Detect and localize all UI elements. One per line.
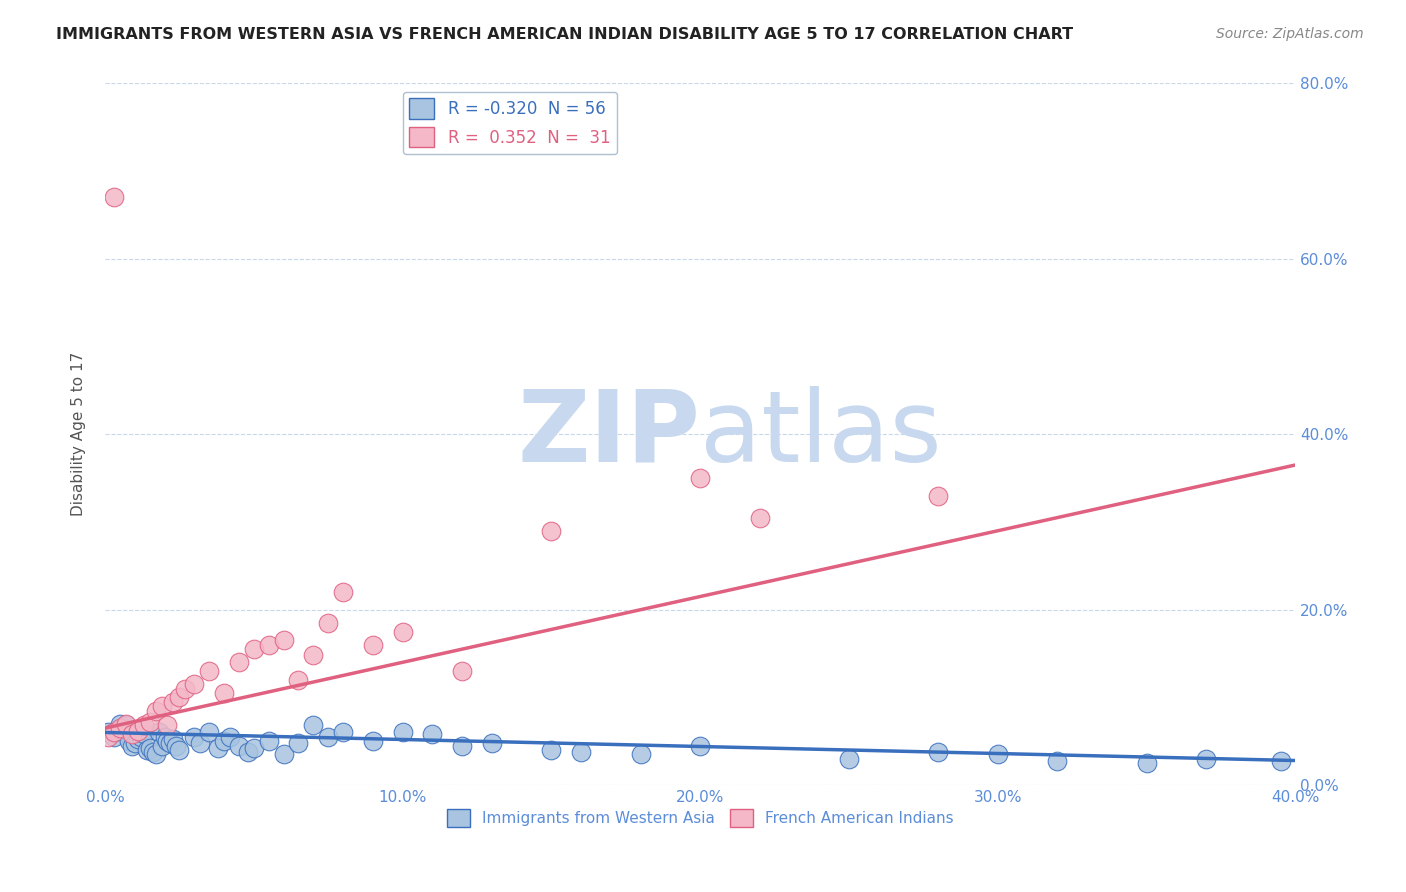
Point <box>103 725 125 739</box>
Point <box>302 718 325 732</box>
Point <box>103 190 125 204</box>
Point <box>118 734 141 748</box>
Point <box>391 725 413 739</box>
Point <box>153 730 176 744</box>
Point <box>287 673 309 687</box>
Point <box>162 695 184 709</box>
Point <box>121 739 143 753</box>
Point <box>114 718 136 732</box>
Point <box>927 489 949 503</box>
Point <box>361 734 384 748</box>
Point <box>105 723 128 738</box>
Point <box>174 681 197 696</box>
Point <box>927 745 949 759</box>
Point <box>1270 754 1292 768</box>
Point <box>183 677 205 691</box>
Point <box>142 745 165 759</box>
Point <box>188 736 211 750</box>
Point <box>162 732 184 747</box>
Point <box>689 471 711 485</box>
Text: atlas: atlas <box>700 385 942 483</box>
Point <box>569 745 592 759</box>
Point <box>156 718 179 732</box>
Point <box>114 716 136 731</box>
Point <box>165 739 187 753</box>
Point <box>1136 756 1159 771</box>
Text: ZIP: ZIP <box>517 385 700 483</box>
Point <box>207 741 229 756</box>
Point <box>540 524 562 538</box>
Point <box>243 642 266 657</box>
Point <box>212 734 235 748</box>
Point <box>236 745 259 759</box>
Point <box>127 732 149 747</box>
Y-axis label: Disability Age 5 to 17: Disability Age 5 to 17 <box>72 352 86 516</box>
Point <box>103 730 125 744</box>
Point <box>838 752 860 766</box>
Point <box>132 718 155 732</box>
Point <box>135 743 157 757</box>
Point <box>689 739 711 753</box>
Point <box>332 725 354 739</box>
Point <box>273 747 295 762</box>
Point <box>1046 754 1069 768</box>
Point <box>97 730 120 744</box>
Point <box>97 725 120 739</box>
Point <box>228 739 250 753</box>
Point <box>987 747 1010 762</box>
Point <box>129 730 152 744</box>
Point <box>219 730 242 744</box>
Point <box>257 638 280 652</box>
Point <box>540 743 562 757</box>
Point <box>150 699 173 714</box>
Point <box>451 664 474 678</box>
Point <box>111 721 134 735</box>
Point <box>121 727 143 741</box>
Point <box>391 624 413 639</box>
Point <box>132 727 155 741</box>
Point <box>332 585 354 599</box>
Text: IMMIGRANTS FROM WESTERN ASIA VS FRENCH AMERICAN INDIAN DISABILITY AGE 5 TO 17 CO: IMMIGRANTS FROM WESTERN ASIA VS FRENCH A… <box>56 27 1073 42</box>
Legend: Immigrants from Western Asia, French American Indians: Immigrants from Western Asia, French Ame… <box>440 803 960 834</box>
Point <box>183 730 205 744</box>
Point <box>138 714 160 729</box>
Point <box>243 741 266 756</box>
Point <box>481 736 503 750</box>
Point <box>287 736 309 750</box>
Point <box>198 664 221 678</box>
Point <box>156 734 179 748</box>
Point <box>273 633 295 648</box>
Point <box>138 741 160 756</box>
Text: Source: ZipAtlas.com: Source: ZipAtlas.com <box>1216 27 1364 41</box>
Point <box>212 686 235 700</box>
Point <box>361 638 384 652</box>
Point <box>1195 752 1218 766</box>
Point <box>100 727 122 741</box>
Point <box>451 739 474 753</box>
Point <box>169 690 191 705</box>
Point <box>145 704 167 718</box>
Point <box>228 655 250 669</box>
Point <box>145 747 167 762</box>
Point <box>422 727 444 741</box>
Point <box>150 739 173 753</box>
Point <box>169 743 191 757</box>
Point <box>108 716 131 731</box>
Point <box>108 721 131 735</box>
Point <box>124 736 146 750</box>
Point <box>198 725 221 739</box>
Point <box>302 648 325 663</box>
Point <box>748 510 770 524</box>
Point <box>630 747 652 762</box>
Point <box>148 725 170 739</box>
Point <box>316 730 339 744</box>
Point <box>127 723 149 738</box>
Point <box>257 734 280 748</box>
Point <box>159 736 181 750</box>
Point <box>316 615 339 630</box>
